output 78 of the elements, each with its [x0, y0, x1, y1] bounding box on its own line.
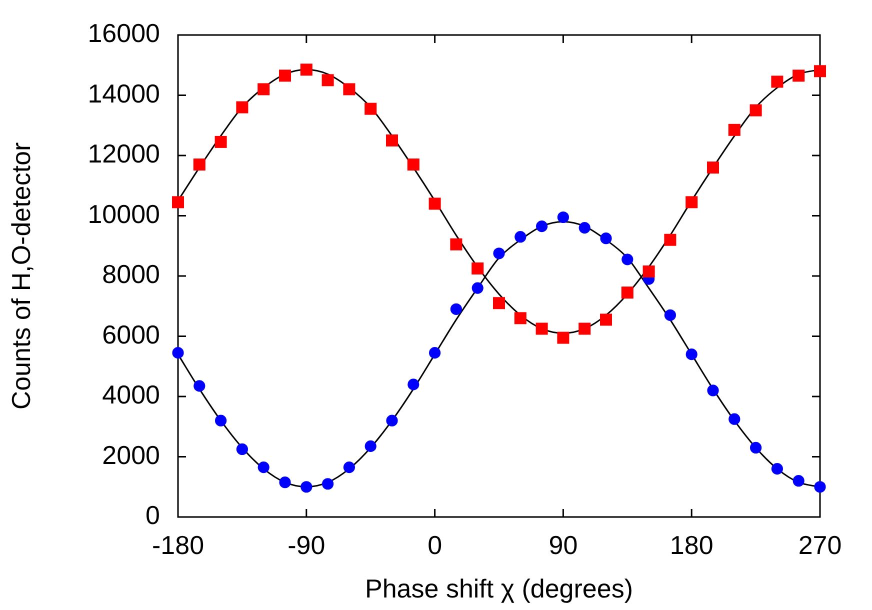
y-tick-label: 0	[146, 500, 160, 530]
x-axis-title: Phase shift χ (degrees)	[365, 574, 633, 604]
point	[428, 198, 441, 210]
point	[792, 70, 805, 82]
point	[664, 234, 676, 246]
x-tick-label: -90	[288, 530, 326, 560]
point	[215, 414, 227, 426]
point	[492, 297, 506, 310]
point	[407, 158, 420, 171]
point	[686, 348, 698, 360]
point	[258, 83, 270, 96]
y-tick-label: 14000	[88, 78, 160, 108]
point	[557, 332, 570, 344]
point	[514, 312, 526, 324]
point	[450, 303, 462, 315]
point	[578, 222, 590, 234]
point	[536, 322, 548, 335]
y-axis-title: Counts of H,O-detector	[6, 142, 36, 410]
y-tick-label: 8000	[102, 259, 160, 290]
point	[557, 211, 569, 224]
point	[472, 282, 484, 294]
x-tick-label: 90	[548, 530, 578, 560]
point	[493, 248, 505, 260]
point	[728, 413, 740, 425]
point	[664, 309, 676, 321]
point	[750, 442, 762, 454]
point	[706, 162, 720, 174]
point	[814, 481, 826, 493]
point	[386, 414, 398, 426]
point	[450, 238, 462, 250]
point	[343, 83, 356, 96]
point	[771, 463, 783, 475]
point	[771, 76, 784, 88]
point	[514, 231, 526, 243]
point	[364, 102, 377, 115]
point	[322, 74, 334, 86]
point	[300, 481, 312, 493]
point	[408, 378, 420, 390]
point	[343, 461, 355, 474]
point	[214, 136, 227, 148]
point	[707, 384, 719, 396]
point	[600, 232, 612, 244]
point	[364, 440, 376, 452]
point	[578, 322, 591, 335]
point	[322, 478, 334, 490]
y-tick-label: 16000	[88, 18, 160, 48]
point	[642, 265, 655, 278]
point	[728, 124, 740, 136]
y-tick-label: 10000	[88, 198, 160, 229]
y-tick-label: 12000	[88, 138, 160, 169]
point	[278, 70, 292, 82]
point	[386, 134, 398, 146]
point	[194, 380, 206, 392]
point	[258, 461, 270, 474]
point	[429, 347, 441, 359]
point	[236, 443, 248, 456]
y-tick-label: 6000	[102, 319, 160, 350]
point	[750, 104, 762, 116]
point	[686, 196, 698, 208]
x-tick-label: -180	[152, 530, 204, 560]
x-tick-label: 180	[670, 530, 714, 560]
point	[172, 347, 184, 359]
point	[814, 65, 826, 78]
point	[536, 220, 548, 232]
point	[279, 476, 291, 488]
point	[172, 196, 184, 208]
y-tick-label: 2000	[102, 440, 160, 470]
point	[792, 475, 804, 487]
point	[300, 64, 312, 76]
y-tick-label: 4000	[102, 380, 160, 410]
point	[622, 254, 634, 266]
point	[236, 101, 248, 114]
x-tick-label: 270	[798, 530, 842, 560]
point	[600, 314, 612, 326]
point	[621, 286, 634, 299]
x-tick-label: 0	[428, 530, 442, 560]
point	[472, 262, 484, 274]
point	[193, 158, 206, 171]
